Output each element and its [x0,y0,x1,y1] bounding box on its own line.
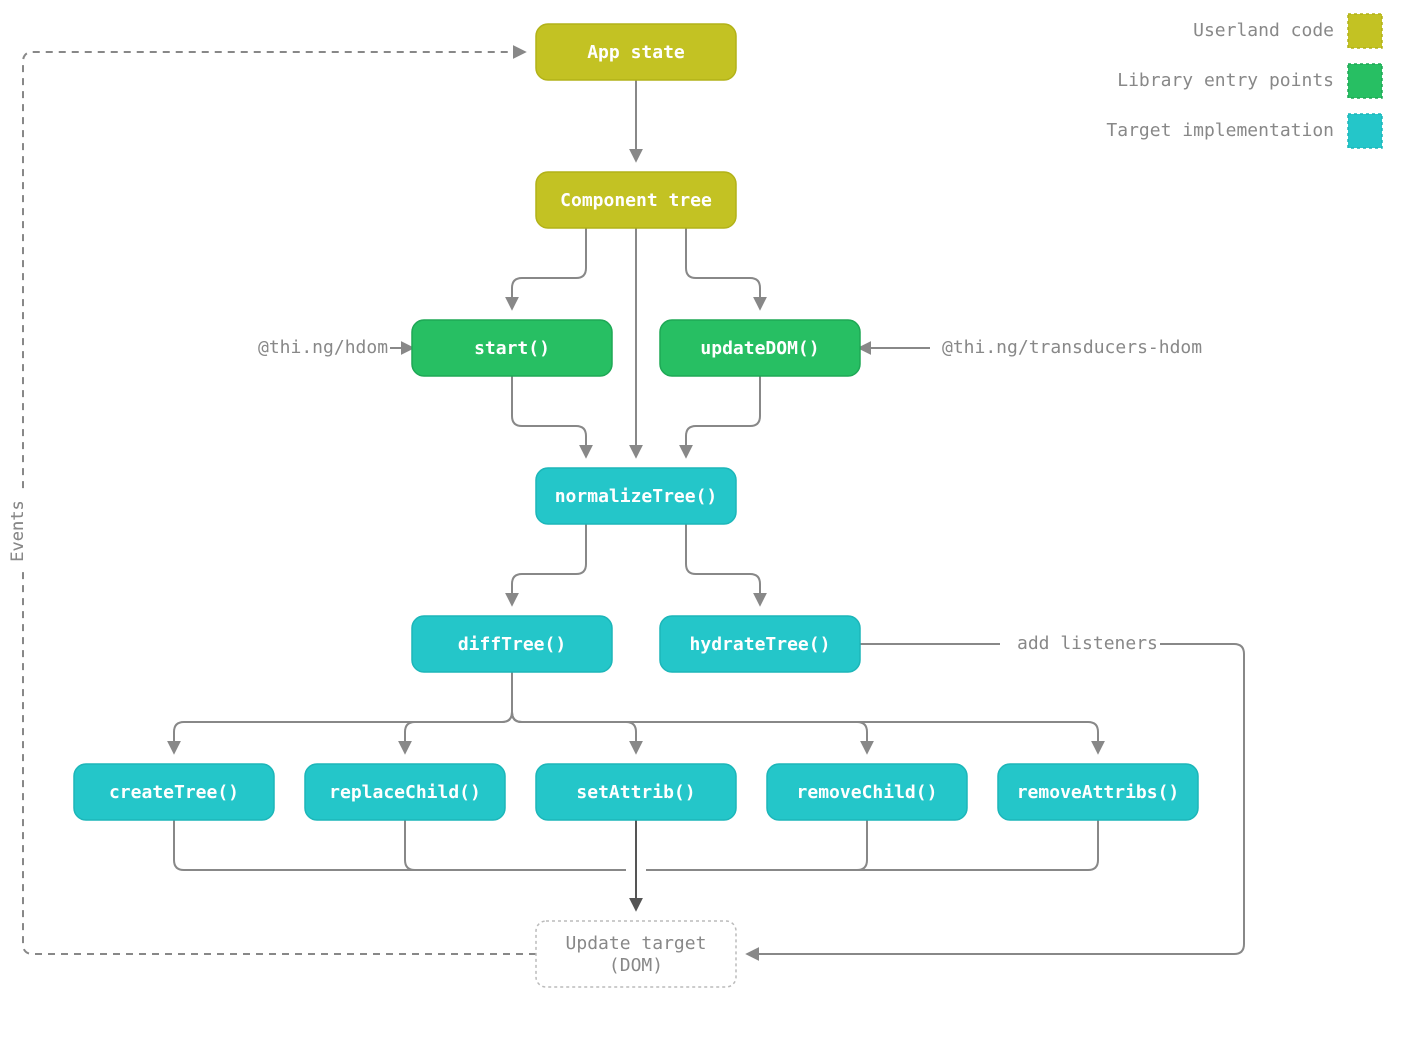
node-setAttrib: setAttrib() [536,764,736,820]
flow-edge [512,376,586,456]
node-label-replaceChild: replaceChild() [329,782,481,803]
legend-label-library: Library entry points [1117,70,1334,91]
flow-edge [512,228,586,308]
legend-item-userland: Userland code [1193,14,1382,48]
node-hydrateTree: hydrateTree() [660,616,860,672]
annotation-add-listeners: add listeners [1017,633,1158,654]
node-label-hydrateTree: hydrateTree() [690,634,831,655]
node-label-createTree: createTree() [109,782,239,803]
flow-edge [686,376,760,456]
flow-edge [174,672,512,752]
flow-edge [512,524,586,604]
node-update-target: Update target(DOM) [536,921,736,987]
node-label-component_tree: Component tree [560,190,712,211]
flowchart-canvas: App state Component tree start() updateDOM(… [0,0,1418,1062]
legend-swatch-userland [1348,14,1382,48]
annotation-hdom: @thi.ng/hdom [258,337,388,358]
legend-item-library: Library entry points [1117,64,1382,98]
flow-edge [512,672,636,752]
flow-edge [405,820,626,870]
node-component_tree: Component tree [536,172,736,228]
flow-edge [686,524,760,604]
node-removeAttribs: removeAttribs() [998,764,1198,820]
flow-edge [646,820,867,870]
flow-edge [646,820,1098,870]
node-replaceChild: replaceChild() [305,764,505,820]
update-target-label-1: Update target [566,933,707,954]
node-label-normalizeTree: normalizeTree() [555,486,718,507]
node-removeChild: removeChild() [767,764,967,820]
node-label-app_state: App state [587,42,685,63]
legend-item-target: Target implementation [1106,114,1382,148]
node-label-diffTree: diffTree() [458,634,566,655]
update-target-label-2: (DOM) [609,955,663,976]
node-app_state: App state [536,24,736,80]
node-createTree: createTree() [74,764,274,820]
node-diffTree: diffTree() [412,616,612,672]
flow-edge [405,672,512,752]
node-label-updateDOM: updateDOM() [700,338,819,359]
legend-swatch-library [1348,64,1382,98]
node-updateDOM: updateDOM() [660,320,860,376]
node-label-removeAttribs: removeAttribs() [1017,782,1180,803]
annotation-transducers-hdom: @thi.ng/transducers-hdom [942,337,1202,358]
node-label-removeChild: removeChild() [797,782,938,803]
legend-label-userland: Userland code [1193,20,1334,41]
node-label-setAttrib: setAttrib() [576,782,695,803]
node-normalizeTree: normalizeTree() [536,468,736,524]
legend-swatch-target [1348,114,1382,148]
flow-edge [512,672,1098,752]
node-start: start() [412,320,612,376]
flow-edge [512,672,867,752]
annotation-events-overlay: Events [8,500,28,561]
node-label-start: start() [474,338,550,359]
flow-edge [686,228,760,308]
legend-label-target: Target implementation [1106,120,1334,141]
flow-edge [174,820,626,870]
